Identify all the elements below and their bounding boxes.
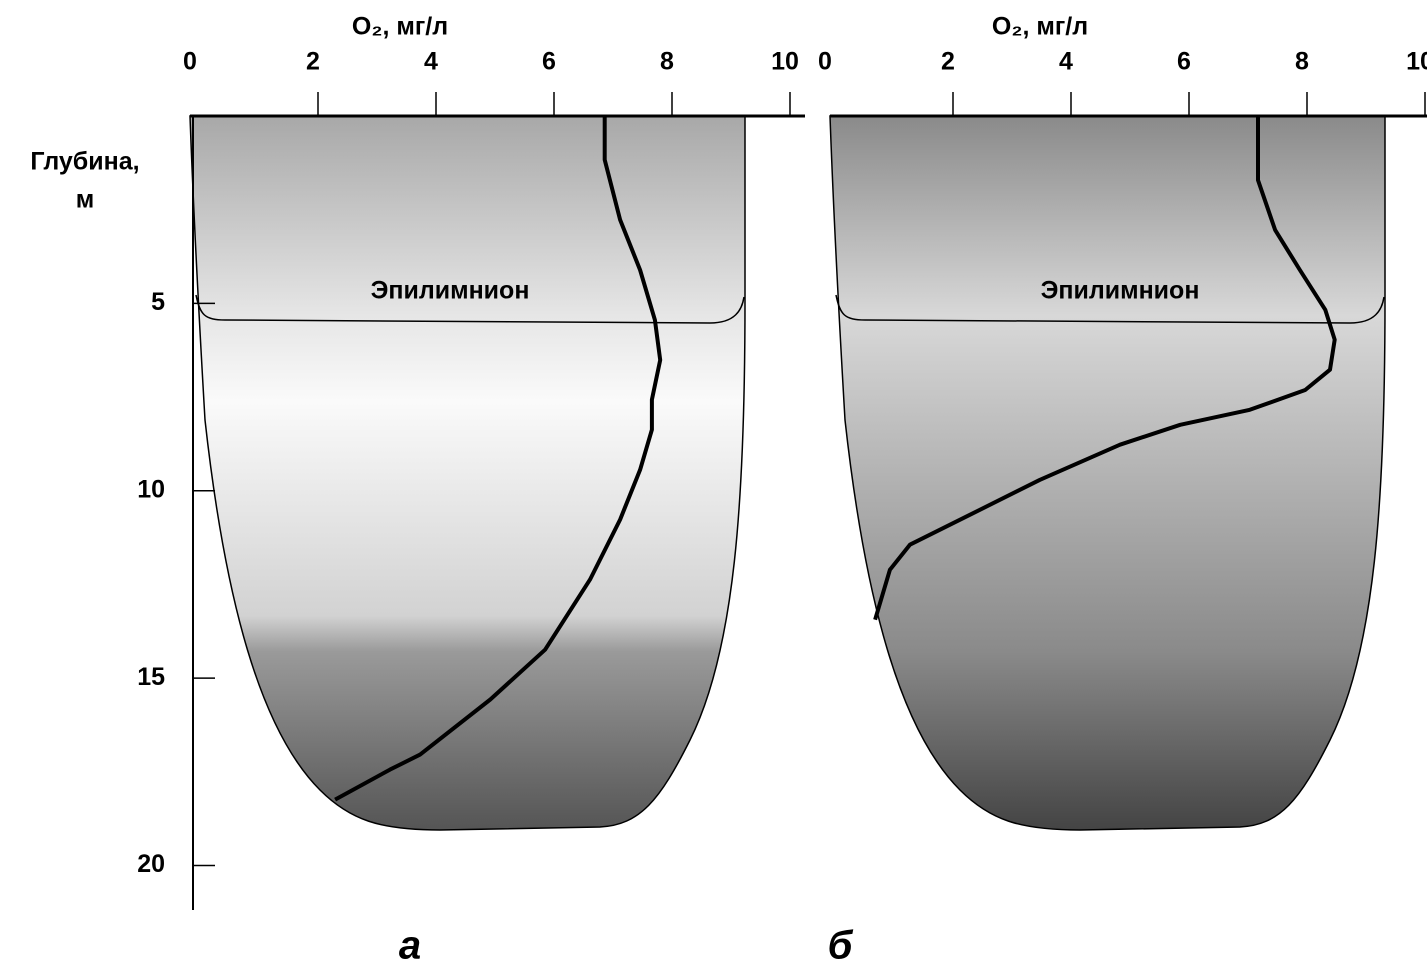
x-tick-label: 2 — [941, 48, 955, 76]
x-tick-label: 0 — [183, 48, 197, 76]
x-tick-label: 2 — [306, 48, 320, 76]
lake-basin — [190, 116, 745, 830]
x-tick-label: 6 — [1177, 48, 1191, 76]
y-tick-label: 5 — [151, 288, 165, 316]
x-tick-label: 8 — [660, 48, 674, 76]
x-tick-label: 4 — [1059, 48, 1073, 76]
y-axis-label: м — [76, 186, 95, 214]
lake-basin — [830, 116, 1385, 830]
x-tick-label: 4 — [424, 48, 438, 76]
figure: O₂, мг/л02468105101520Глубина,мЭпилимнио… — [0, 0, 1427, 969]
y-axis-label: Глубина, — [30, 148, 139, 176]
annotation: Эпилимнион — [371, 277, 530, 305]
panel-label: а — [399, 924, 421, 968]
annotation: Эпилимнион — [1041, 277, 1200, 305]
y-tick-label: 15 — [137, 663, 165, 691]
x-axis-label: O₂, мг/л — [352, 13, 448, 41]
x-tick-label: 0 — [818, 48, 832, 76]
y-tick-label: 20 — [137, 850, 165, 878]
x-tick-label: 10 — [1406, 48, 1427, 76]
x-axis-label: O₂, мг/л — [992, 13, 1088, 41]
x-tick-label: 6 — [542, 48, 556, 76]
x-tick-label: 8 — [1295, 48, 1309, 76]
y-tick-label: 10 — [137, 475, 165, 503]
x-tick-label: 10 — [771, 48, 799, 76]
panel-label: б — [828, 924, 854, 968]
